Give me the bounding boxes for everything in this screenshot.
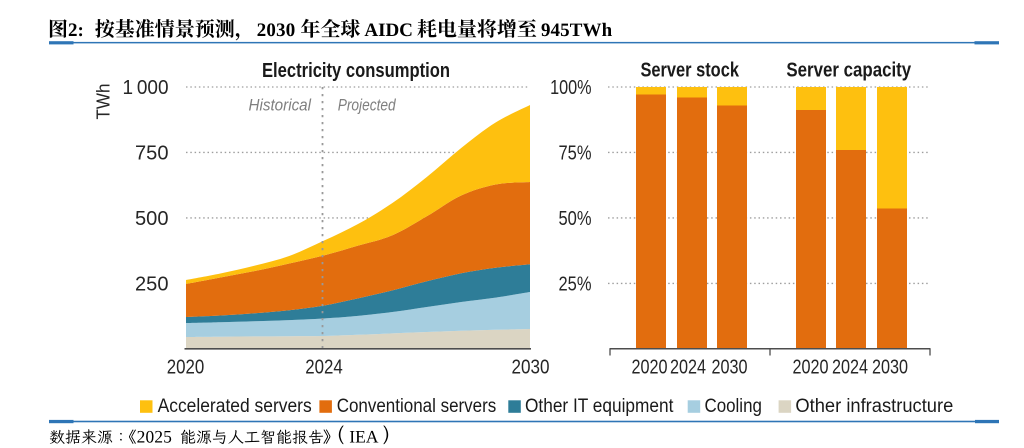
svg-text:25%: 25% xyxy=(559,272,592,295)
svg-text:2020: 2020 xyxy=(632,356,668,379)
svg-text:2030: 2030 xyxy=(872,356,908,379)
svg-text:2024: 2024 xyxy=(305,356,343,379)
svg-text:Other IT equipment: Other IT equipment xyxy=(525,396,674,417)
svg-text:Server stock: Server stock xyxy=(640,60,739,82)
svg-text:750: 750 xyxy=(135,141,169,164)
svg-text:Projected: Projected xyxy=(338,96,396,115)
svg-text:Historical: Historical xyxy=(249,96,313,115)
svg-text:50%: 50% xyxy=(559,207,592,230)
svg-text:Server capacity: Server capacity xyxy=(786,60,912,82)
svg-text:2024: 2024 xyxy=(832,356,868,379)
svg-text:1 000: 1 000 xyxy=(123,76,169,99)
svg-text:250: 250 xyxy=(135,272,169,295)
svg-text:Electricity consumption: Electricity consumption xyxy=(262,59,450,82)
svg-text:2030: 2030 xyxy=(712,356,748,379)
svg-text:2020: 2020 xyxy=(793,356,829,379)
svg-text:Conventional servers: Conventional servers xyxy=(337,396,497,417)
svg-text:100%: 100% xyxy=(550,76,591,99)
svg-text:2030: 2030 xyxy=(512,356,550,379)
svg-text:2024: 2024 xyxy=(670,356,706,379)
svg-text:TWh: TWh xyxy=(94,84,114,120)
svg-text:Other infrastructure: Other infrastructure xyxy=(795,396,953,417)
svg-text:500: 500 xyxy=(135,207,169,230)
svg-text:2020: 2020 xyxy=(167,356,205,379)
svg-text:75%: 75% xyxy=(559,141,592,164)
svg-text:Accelerated servers: Accelerated servers xyxy=(158,396,312,417)
svg-text:Cooling: Cooling xyxy=(705,396,762,417)
